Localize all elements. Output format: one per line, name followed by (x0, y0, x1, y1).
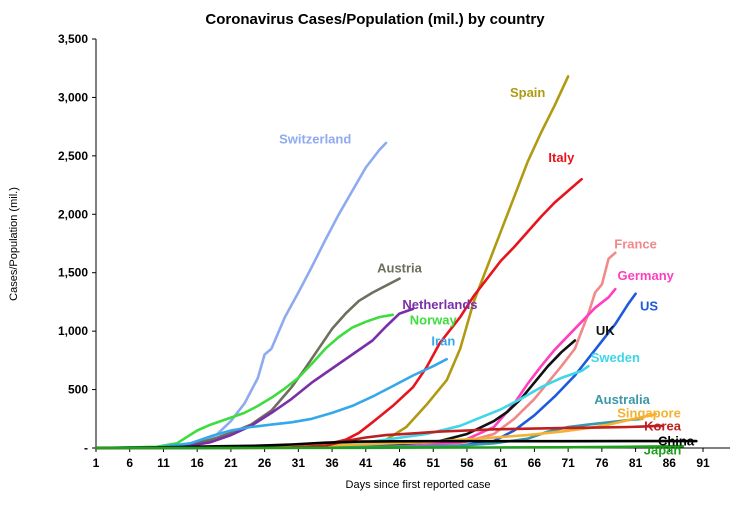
x-tick-label: 71 (561, 456, 575, 470)
series-label-france: France (614, 237, 657, 252)
x-tick-label: 41 (359, 456, 373, 470)
x-tick-label: 46 (393, 456, 407, 470)
series-label-switzerland: Switzerland (279, 131, 351, 146)
x-tick-label: 21 (224, 456, 238, 470)
x-tick-label: 26 (258, 456, 272, 470)
series-line-iran (94, 357, 449, 450)
series-label-japan: Japan (644, 442, 682, 457)
y-tick-label: 1,000 (58, 324, 88, 338)
y-axis-ticks: - 500 1,000 1,500 2,000 2,500 3,000 3,500 (58, 32, 96, 455)
series-label-uk: UK (596, 323, 615, 338)
x-tick-label: 51 (427, 456, 441, 470)
y-tick-label: - (84, 441, 88, 455)
series-label-netherlands: Netherlands (402, 297, 477, 312)
series-label-germany: Germany (618, 268, 675, 283)
series-label-korea: Korea (644, 418, 682, 433)
x-tick-label: 91 (696, 456, 710, 470)
series-label-austria: Austria (377, 261, 423, 276)
x-tick-label: 36 (325, 456, 339, 470)
y-tick-label: 3,500 (58, 32, 88, 46)
series-label-china: China (658, 434, 695, 449)
series-labels: Switzerland Spain Italy France Germany US Aust… (279, 85, 695, 458)
series-label-iran: Iran (431, 334, 455, 349)
series-label-australia: Australia (594, 392, 650, 407)
x-tick-label: 1 (93, 456, 100, 470)
x-axis-title: Days since first reported case (346, 479, 491, 491)
x-tick-label: 56 (460, 456, 474, 470)
y-axis-title: Cases/Population (mil.) (8, 187, 20, 301)
series-line-korea (94, 424, 664, 450)
series-label-italy: Italy (548, 150, 575, 165)
plot-area (94, 39, 730, 450)
y-tick-label: 2,500 (58, 149, 88, 163)
series-line-netherlands (94, 307, 415, 450)
series-line-norway (94, 313, 395, 450)
x-tick-label: 31 (292, 456, 306, 470)
x-tick-label: 76 (595, 456, 609, 470)
x-tick-label: 81 (629, 456, 643, 470)
y-tick-label: 1,500 (58, 266, 88, 280)
series-label-spain: Spain (510, 85, 545, 100)
x-tick-label: 11 (157, 456, 170, 470)
y-tick-label: 2,000 (58, 207, 88, 221)
series-label-singapore: Singapore (617, 406, 681, 421)
x-tick-label: 61 (494, 456, 508, 470)
x-tick-label: 86 (663, 456, 677, 470)
series-label-norway: Norway (410, 313, 458, 328)
series-label-us: US (640, 299, 658, 314)
x-tick-label: 66 (528, 456, 542, 470)
chart-title: Coronavirus Cases/Population (mil.) by c… (205, 11, 545, 28)
y-tick-label: 3,000 (58, 90, 88, 104)
series-label-sweden: Sweden (591, 350, 640, 365)
x-tick-label: 16 (190, 456, 204, 470)
series-line-japan (94, 444, 685, 450)
y-tick-label: 500 (68, 383, 88, 397)
x-tick-label: 6 (126, 456, 133, 470)
